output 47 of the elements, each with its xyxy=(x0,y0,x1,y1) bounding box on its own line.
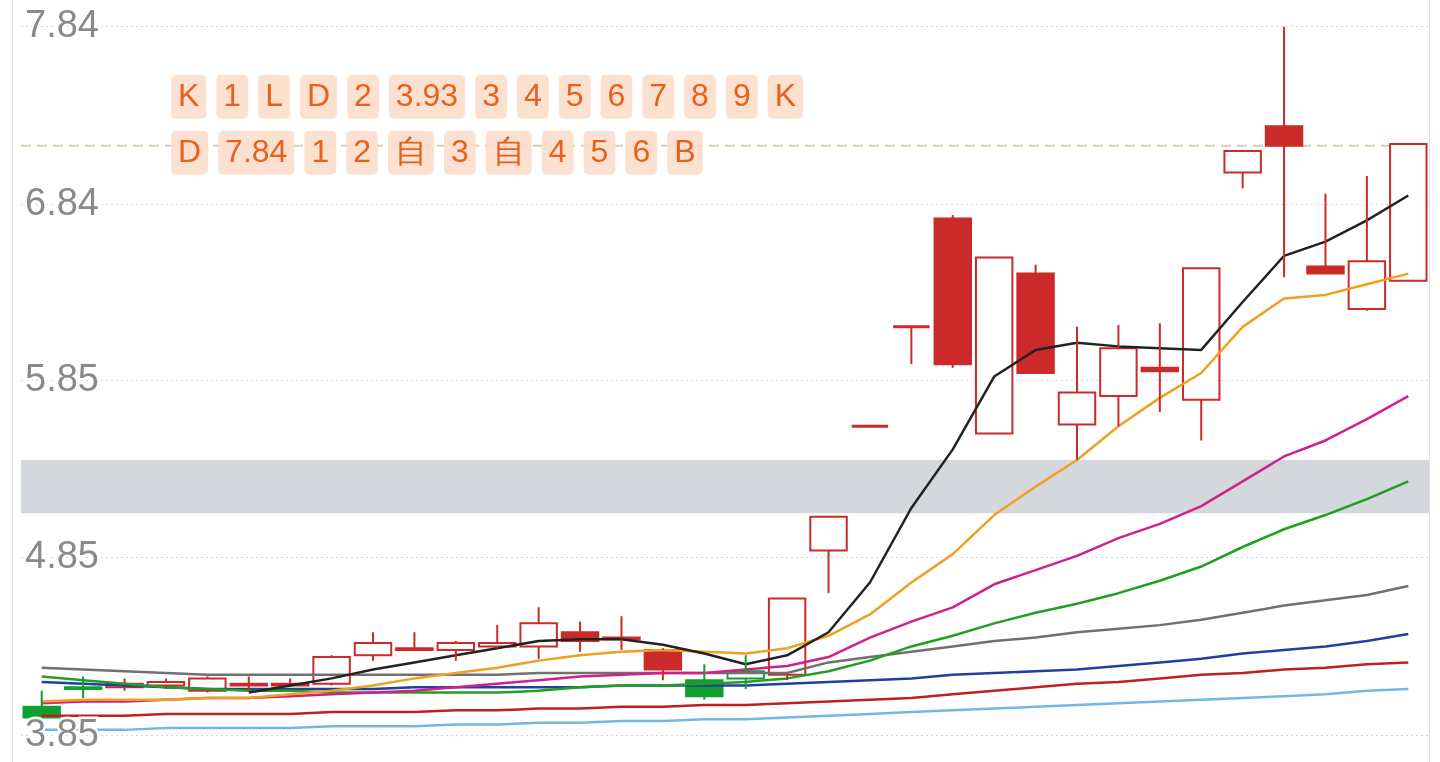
annotation: B xyxy=(674,132,696,169)
annotation: 4 xyxy=(523,76,542,113)
candlestick xyxy=(63,675,103,699)
annotation: D xyxy=(306,76,331,113)
candlestick xyxy=(974,256,1014,435)
annotation: K xyxy=(774,76,797,113)
annotation: 9 xyxy=(732,76,751,113)
annotation: 2 xyxy=(353,132,371,169)
annotation: 1 xyxy=(311,132,330,169)
candlestick xyxy=(1223,150,1262,190)
candlestick xyxy=(1264,25,1304,279)
annotation: 6 xyxy=(607,76,626,113)
annotation: 自 xyxy=(492,132,525,169)
annotation: 6 xyxy=(632,132,651,169)
annotation: 3.93 xyxy=(395,76,459,113)
annotation: 7.84 xyxy=(225,132,288,169)
candlestick xyxy=(1016,263,1055,375)
candlestick xyxy=(1057,325,1097,462)
candlestick xyxy=(1347,174,1387,312)
annotation: 7 xyxy=(649,76,668,113)
y-tick-label: 7.84 xyxy=(25,3,99,46)
annotation: L xyxy=(265,76,283,113)
annotation: 3 xyxy=(450,132,469,169)
annotation: K xyxy=(178,76,200,113)
candlestick xyxy=(395,631,434,651)
annotation: 1 xyxy=(223,76,242,113)
candlestick xyxy=(1389,142,1428,282)
annotation: 4 xyxy=(548,132,567,169)
candlestick xyxy=(353,631,393,662)
annotation: 自 xyxy=(394,132,427,169)
annotation: 2 xyxy=(354,76,372,113)
y-tick-label: 5.85 xyxy=(25,356,99,399)
y-tick-label: 6.84 xyxy=(25,180,99,223)
y-tick-label: 4.85 xyxy=(25,534,99,577)
candlestick xyxy=(1099,324,1138,428)
candlestick xyxy=(851,424,890,428)
candlestick xyxy=(1182,267,1221,442)
annotation: D xyxy=(178,132,202,169)
candlestick xyxy=(809,515,848,595)
candlestick xyxy=(933,214,972,369)
candlestick xyxy=(893,325,930,366)
annotation: 5 xyxy=(590,132,609,169)
annotation: 3 xyxy=(482,76,500,113)
candlestick xyxy=(1306,192,1345,275)
annotation: 5 xyxy=(565,76,584,113)
annotation: 8 xyxy=(691,76,709,113)
candlestick xyxy=(436,640,476,662)
